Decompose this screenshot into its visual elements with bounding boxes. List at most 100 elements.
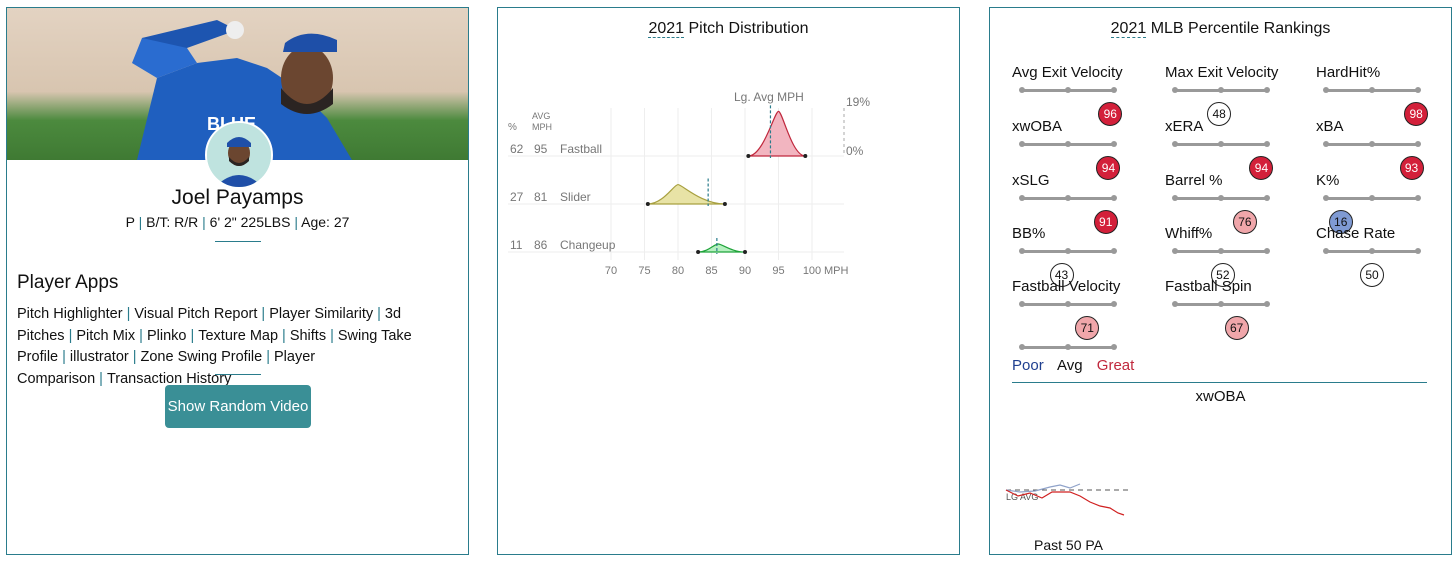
pct-scale-min: 0% (846, 144, 864, 158)
app-link[interactable]: Pitch Highlighter (17, 306, 123, 322)
player-age: Age: 27 (301, 214, 350, 230)
link-separator: | (139, 327, 143, 344)
percentile-bubble: 67 (1224, 316, 1249, 340)
metric-xera[interactable]: xERA 94 (1165, 118, 1305, 180)
app-link[interactable]: Pitch Mix (76, 327, 136, 344)
column-header-pct: % (508, 122, 517, 133)
x-tick-label: 100 (803, 265, 821, 277)
curve-endpoint (645, 202, 650, 206)
percentile-bubble: 94 (1249, 156, 1274, 180)
metric-whiff[interactable]: Whiff% 52 (1165, 225, 1305, 287)
link-separator: | (68, 327, 73, 344)
link-separator: | (282, 327, 286, 344)
link-separator: | (266, 349, 270, 365)
column-header-mph: MPH (532, 122, 552, 132)
season-year[interactable]: 2021 (1110, 20, 1147, 38)
link-separator: | (330, 327, 334, 344)
percentile-track: 94 (1172, 141, 1274, 180)
metric-avg-exit-velocity[interactable]: Avg Exit Velocity 96 (1012, 64, 1152, 126)
percentile-rankings-panel: 2021 MLB Percentile Rankings Avg Exit Ve… (989, 7, 1452, 555)
link-separator: | (126, 306, 131, 322)
metric-label: Chase Rate (1316, 225, 1396, 242)
app-link[interactable]: Transaction History (106, 370, 232, 387)
percentile-track: 67 (1172, 301, 1270, 340)
metric-fastball-velocity[interactable]: Fastball Velocity 71 (1012, 278, 1152, 340)
app-link[interactable]: Swing Take Profile (17, 327, 412, 366)
league-average-mph-label: Lg. Avg MPH (734, 90, 804, 104)
percentile-bubble: 71 (1075, 316, 1100, 340)
app-link[interactable]: Zone Swing Profile (140, 349, 263, 365)
metric-label: Max Exit Velocity (1165, 64, 1279, 81)
x-tick-label: 95 (772, 265, 784, 277)
pitch-avg-mph: 86 (534, 238, 548, 252)
player-action-photo: BLUE (7, 8, 468, 160)
league-average-label: LG AVG (1006, 492, 1038, 502)
pitch-avg-mph: 81 (534, 190, 548, 204)
metric-k[interactable]: K% 16 (1316, 172, 1451, 234)
percentile-bubble: 16 (1328, 210, 1353, 234)
season-year[interactable]: 2021 (648, 20, 685, 38)
app-link[interactable]: illustrator (69, 349, 129, 365)
link-separator: | (377, 306, 381, 322)
metric-label: Avg Exit Velocity (1012, 64, 1123, 81)
percentile-bubble: 94 (1096, 156, 1121, 180)
curve-endpoint (743, 250, 747, 254)
past-pa-label: Past 50 PA (1034, 537, 1104, 553)
link-separator: | (261, 306, 266, 322)
metric-xslg[interactable]: xSLG 91 (1012, 172, 1152, 234)
link-separator: | (62, 349, 66, 365)
percentile-track: 96 (1019, 87, 1123, 126)
player-bio: P | B/T: R/R | 6' 2" 225LBS | Age: 27 (125, 214, 350, 230)
metric-xba[interactable]: xBA 93 (1316, 118, 1451, 180)
percentile-track: 94 (1019, 141, 1121, 180)
percentile-track: 76 (1172, 195, 1270, 234)
app-link[interactable]: Texture Map (198, 327, 279, 344)
x-tick-label: 90 (739, 265, 751, 277)
percentile-bubble: 91 (1093, 210, 1118, 234)
pitch-distribution-title: 2021 Pitch Distribution (648, 20, 809, 38)
metric-label: xBA (1316, 118, 1344, 135)
show-random-video-button[interactable]: Show Random Video (165, 385, 311, 428)
player-bat-throw: B/T: R/R (146, 214, 199, 230)
percentile-bubble: 52 (1210, 263, 1235, 287)
metric-bb[interactable]: BB% 43 (1012, 225, 1152, 287)
app-link[interactable]: 3d Pitches (17, 306, 402, 344)
percentile-track: 71 (1019, 301, 1117, 340)
app-link[interactable]: Player Similarity (269, 306, 374, 322)
app-link[interactable]: Player Comparison (17, 349, 316, 387)
percentile-track: 52 (1172, 248, 1270, 287)
metric-barrel[interactable]: Barrel % 76 (1165, 172, 1305, 234)
player-name: Joel Payamps (171, 186, 304, 209)
percentile-bubble: 48 (1207, 102, 1232, 126)
percentile-track: 43 (1019, 248, 1117, 287)
metric-fastball-spin[interactable]: Fastball Spin 67 (1165, 278, 1305, 340)
metric-label: xwOBA (1012, 118, 1063, 135)
metric-label: K% (1316, 172, 1340, 189)
metric-chase-rate[interactable]: Chase Rate 50 (1316, 225, 1451, 287)
player-height-weight: 6' 2" 225LBS (209, 214, 291, 230)
legend-avg: Avg (1057, 357, 1083, 374)
metric-label: Whiff% (1165, 225, 1213, 242)
x-tick-label: 70 (605, 265, 617, 277)
player-apps-title: Player Apps (17, 272, 119, 293)
metric-label: HardHit% (1316, 64, 1381, 81)
legend-poor: Poor (1012, 357, 1044, 374)
x-tick-label: 75 (638, 265, 650, 277)
app-link[interactable]: Visual Pitch Report (134, 306, 258, 322)
metric-xwoba[interactable]: xwOBA 94 (1012, 118, 1152, 180)
metric-label: xERA (1165, 118, 1204, 135)
pitch-pct: 62 (510, 142, 524, 156)
app-link[interactable]: Shifts (289, 327, 327, 344)
column-header-avg: AVG (532, 111, 550, 121)
xwoba-rolling-line-below (1005, 489, 1125, 516)
percentile-bubble: 96 (1098, 102, 1123, 126)
metric-max-exit-velocity[interactable]: Max Exit Velocity 48 (1165, 64, 1305, 126)
link-separator: | (190, 327, 195, 344)
app-link[interactable]: Plinko (146, 327, 187, 344)
divider (215, 374, 261, 375)
metric-hardhit[interactable]: HardHit% 98 (1316, 64, 1451, 126)
metric-label: Fastball Spin (1165, 278, 1252, 295)
legend-scale (1012, 334, 1152, 386)
pitch-pct: 11 (510, 238, 523, 252)
metric-label: BB% (1012, 225, 1046, 242)
